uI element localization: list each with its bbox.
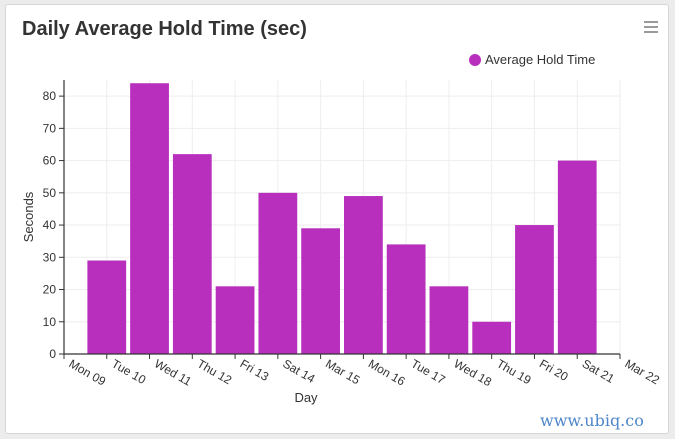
- y-tick-label: 80: [43, 89, 57, 103]
- x-tick-label: Tue 10: [109, 356, 148, 387]
- y-tick-label: 20: [43, 283, 57, 297]
- bar-tue-10: [87, 260, 127, 354]
- bar-sat-14: [258, 192, 298, 354]
- x-tick-label: Sat 14: [280, 356, 317, 386]
- y-tick-label: 70: [43, 121, 57, 135]
- y-tick-label: 60: [43, 154, 57, 168]
- bar-fri-20: [515, 225, 554, 354]
- bar-fri-13: [215, 286, 255, 354]
- x-tick-label: Fri 20: [537, 356, 571, 384]
- bar-tue-17: [386, 244, 426, 354]
- x-tick-label: Wed 11: [152, 356, 194, 388]
- x-tick-label: Thu 12: [195, 356, 235, 387]
- bar-wed-18: [429, 286, 469, 354]
- chart-legend[interactable]: Average Hold Time: [469, 52, 595, 67]
- bar-mar-15: [301, 228, 340, 354]
- y-tick-label: 10: [43, 315, 57, 329]
- legend-swatch: [469, 53, 481, 66]
- x-tick-label: Wed 18: [451, 356, 494, 389]
- chart-title: Daily Average Hold Time (sec): [22, 18, 307, 40]
- bar-thu-19: [472, 321, 512, 354]
- y-axis-title: Seconds: [21, 191, 36, 242]
- x-tick-label: Tue 17: [409, 356, 448, 387]
- x-tick-label: Mar 22: [623, 356, 663, 387]
- x-tick-label: Sat 21: [580, 356, 617, 386]
- x-tick-label: Thu 19: [494, 356, 534, 387]
- y-tick-label: 0: [49, 347, 56, 361]
- y-tick-label: 30: [43, 250, 57, 264]
- x-tick-label: Mon 09: [67, 356, 109, 388]
- bar-mon-16: [344, 196, 383, 354]
- x-tick-label: Mon 16: [366, 356, 408, 388]
- menu-icon[interactable]: [644, 21, 658, 33]
- y-tick-label: 50: [43, 186, 57, 200]
- y-tick-label: 40: [43, 218, 57, 232]
- watermark: www.ubiq.co: [540, 411, 644, 430]
- x-tick-label: Mar 15: [323, 356, 363, 387]
- x-tick-label: Fri 13: [238, 356, 272, 384]
- bar-sat-21: [557, 160, 597, 354]
- legend-label: Average Hold Time: [485, 52, 596, 67]
- bar-thu-12: [172, 154, 212, 354]
- bar-wed-11: [130, 83, 169, 355]
- x-axis-title: Day: [294, 390, 318, 405]
